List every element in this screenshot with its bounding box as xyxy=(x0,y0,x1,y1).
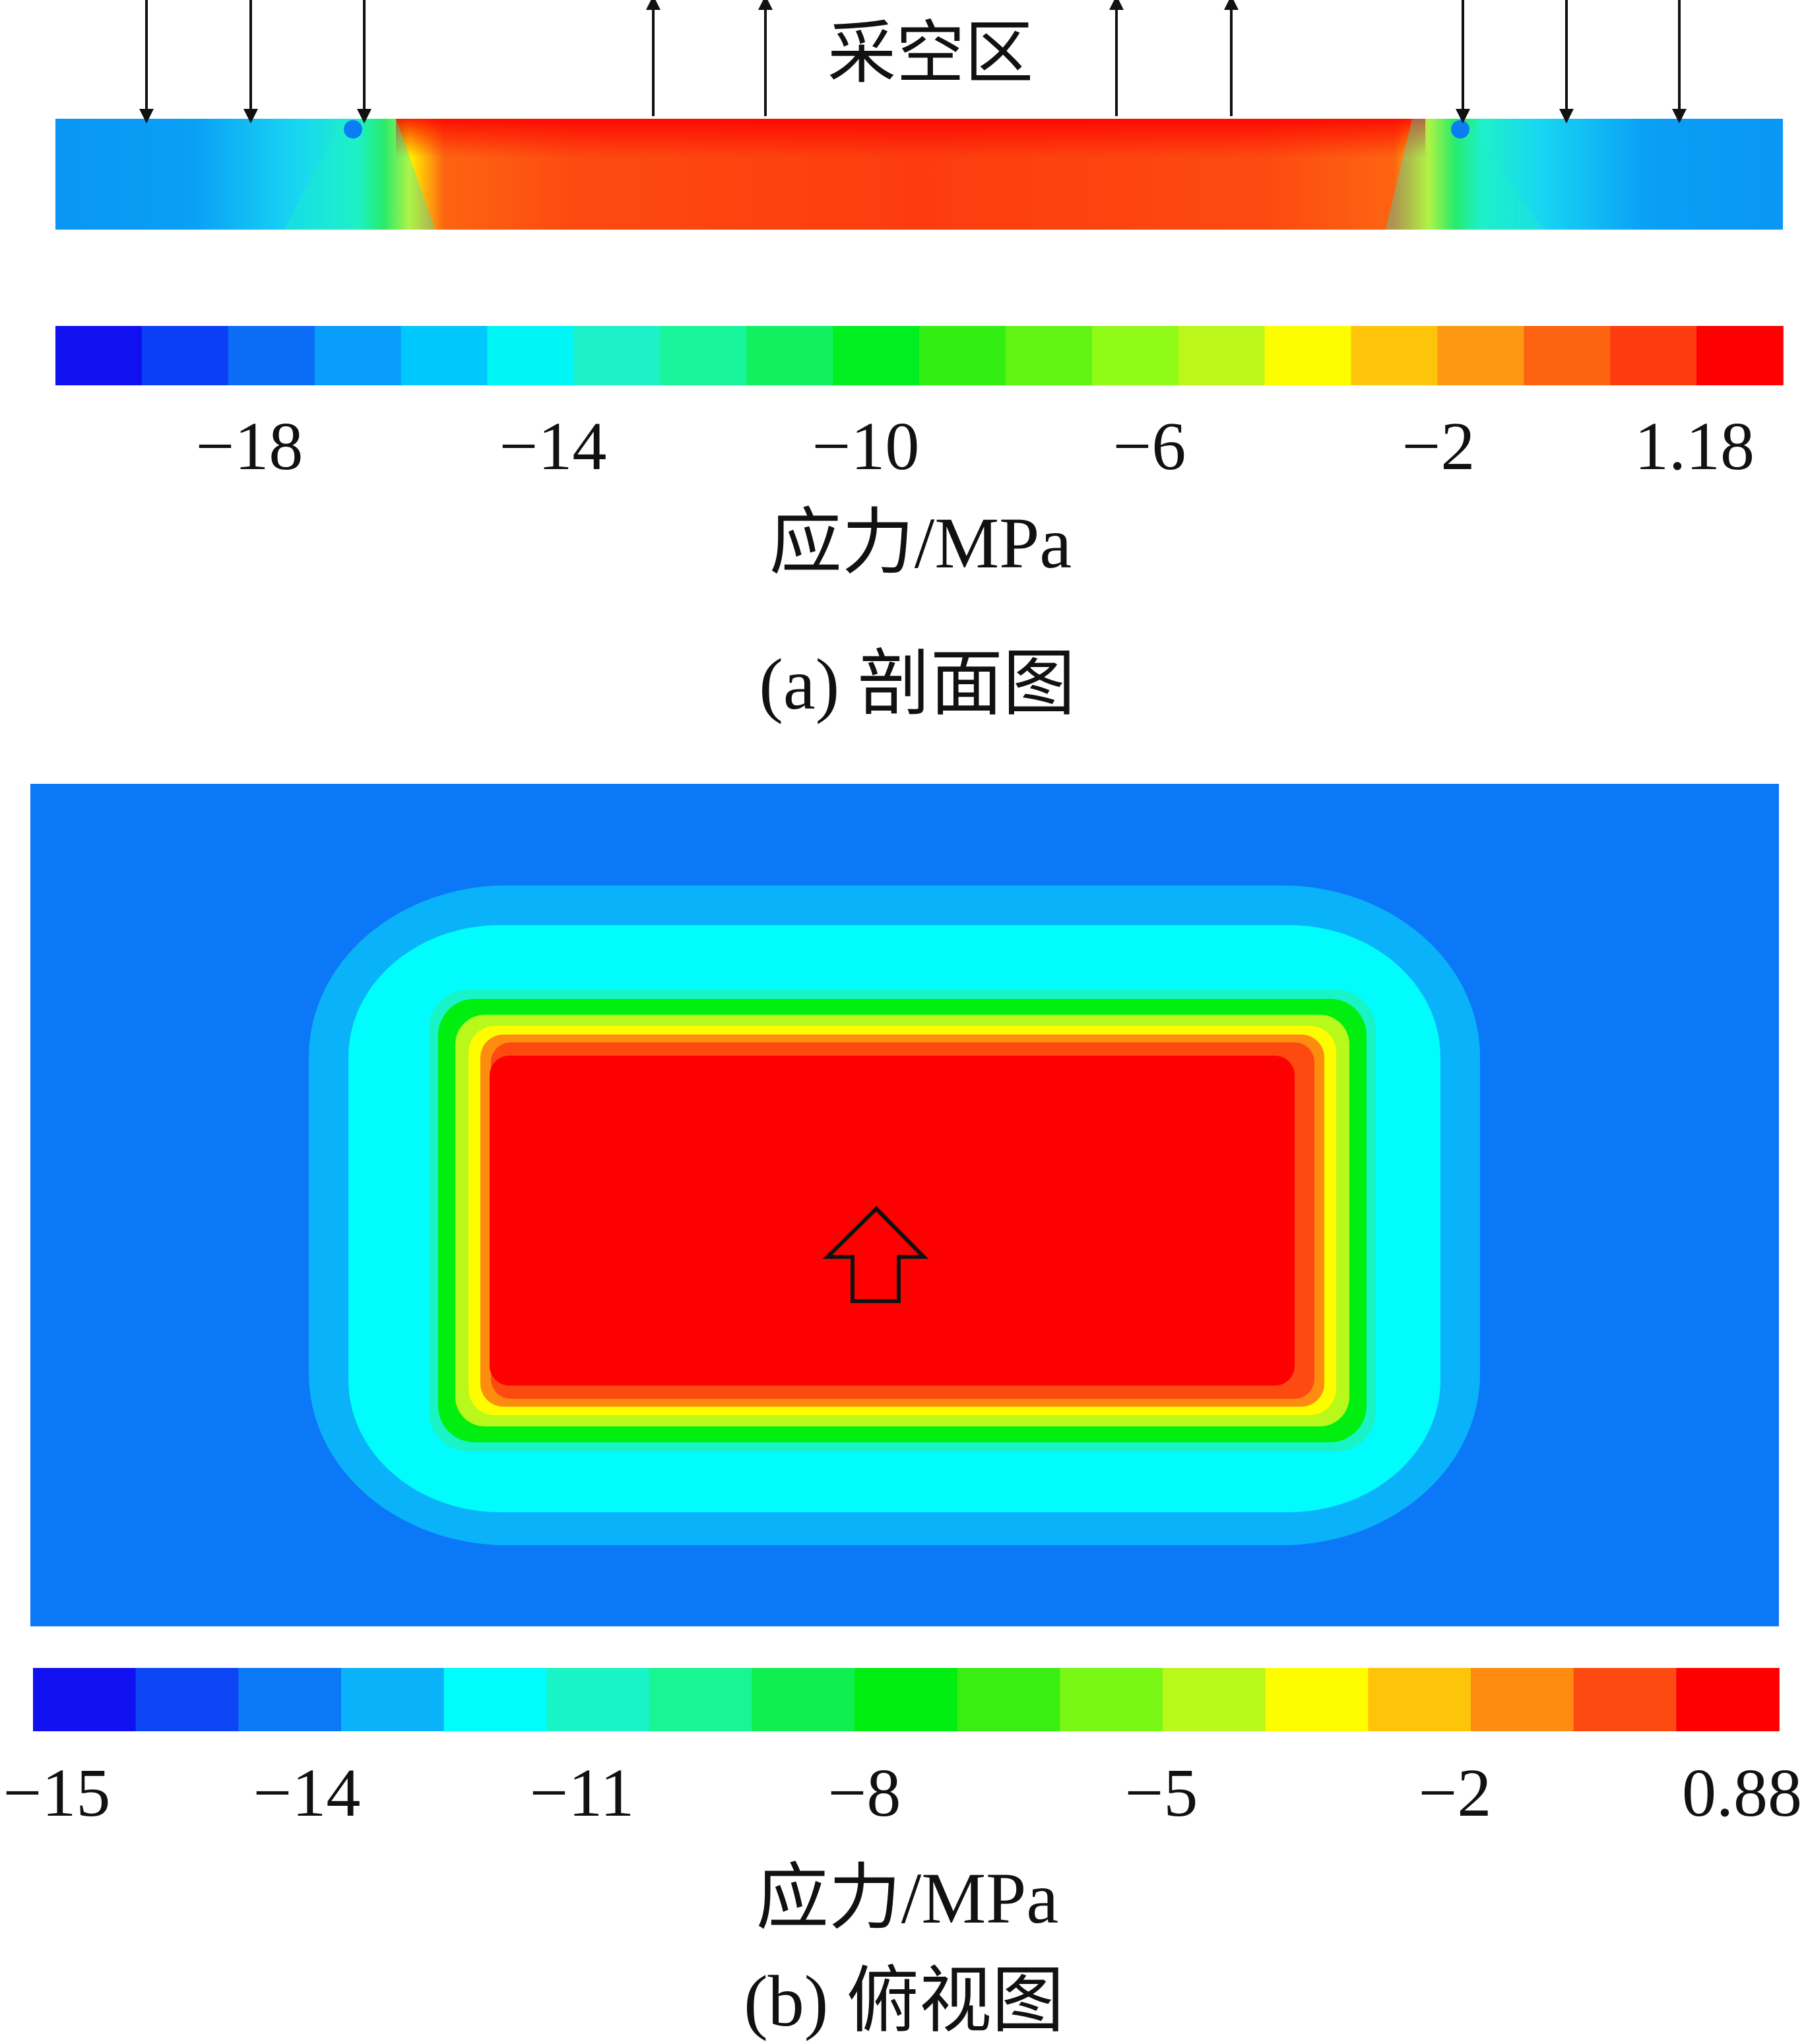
plan-legend-bar xyxy=(33,1668,1780,1731)
section-legend-cell xyxy=(487,326,575,385)
section-contour xyxy=(55,119,1783,230)
section-legend-cell xyxy=(919,326,1006,385)
plan-contour xyxy=(30,784,1779,1626)
section-legend-cell xyxy=(573,326,661,385)
section-tick-label: −10 xyxy=(812,408,920,484)
plan-legend-cell xyxy=(752,1668,855,1731)
section-legend-cell xyxy=(141,326,229,385)
plan-core xyxy=(490,1056,1295,1386)
section-legend-cell xyxy=(55,326,143,385)
section-unit-label: 应力/MPa xyxy=(769,503,1072,583)
plan-legend-cell xyxy=(1471,1668,1574,1731)
section-tick-label: −6 xyxy=(1113,408,1186,484)
section-left-pillar-node xyxy=(344,120,362,139)
plan-legend-cell xyxy=(1573,1668,1677,1731)
section-legend-cell xyxy=(1610,326,1697,385)
section-tick-label: −2 xyxy=(1402,408,1475,484)
plan-legend-cell xyxy=(957,1668,1061,1731)
plan-tick-label: −2 xyxy=(1418,1755,1492,1831)
section-legend-cell xyxy=(1091,326,1179,385)
plan-tick-label: −15 xyxy=(3,1755,111,1831)
plan-legend-cell xyxy=(33,1668,137,1731)
section-legend-cell xyxy=(401,326,488,385)
plan-legend-cell xyxy=(238,1668,342,1731)
section-tick-label: −18 xyxy=(195,408,304,484)
section-tick-label: −14 xyxy=(499,408,607,484)
plan-legend-cell xyxy=(1676,1668,1780,1731)
section-legend-cell xyxy=(228,326,315,385)
plan-legend-cell xyxy=(340,1668,445,1731)
section-legend-cell xyxy=(833,326,920,385)
plan-legend-cell xyxy=(1368,1668,1471,1731)
plan-legend-cell xyxy=(1163,1668,1266,1731)
plan-tick-label: −11 xyxy=(529,1755,635,1831)
section-legend-cell xyxy=(660,326,747,385)
section-legend-cell xyxy=(1351,326,1438,385)
section-caption: (a) 剖面图 xyxy=(759,644,1076,724)
section-tick-label: 1.18 xyxy=(1634,408,1755,484)
section-legend-cell xyxy=(1524,326,1611,385)
plan-tick-label: −5 xyxy=(1124,1755,1198,1831)
plan-unit-label: 应力/MPa xyxy=(756,1858,1059,1938)
section-legend-cell xyxy=(1696,326,1784,385)
plan-legend-cell xyxy=(1265,1668,1369,1731)
plan-tick-label: −14 xyxy=(253,1755,361,1831)
section-left-fan xyxy=(284,119,435,230)
section-right-pillar-node xyxy=(1451,120,1469,139)
section-legend-cell xyxy=(1178,326,1266,385)
plan-tick-label: −8 xyxy=(827,1755,901,1831)
goaf-label: 采空区 xyxy=(827,16,1034,92)
plan-legend-cell xyxy=(443,1668,548,1731)
plan-tick-label: 0.88 xyxy=(1682,1755,1802,1831)
plan-legend-cell xyxy=(135,1668,240,1731)
section-legend-cell xyxy=(314,326,402,385)
plan-legend-cell xyxy=(1060,1668,1163,1731)
section-right-fan xyxy=(1386,119,1544,230)
section-legend-cell xyxy=(746,326,833,385)
plan-legend-cell xyxy=(649,1668,753,1731)
section-legend-cell xyxy=(1437,326,1525,385)
section-load-arrows xyxy=(139,0,1687,123)
plan-legend-cell xyxy=(855,1668,958,1731)
plan-legend-cell xyxy=(546,1668,650,1731)
section-top-highlight xyxy=(396,119,1425,230)
section-legend-bar xyxy=(55,326,1784,385)
section-legend-cell xyxy=(1264,326,1352,385)
plan-uplift-arrow xyxy=(822,1205,929,1303)
section-legend-cell xyxy=(1005,326,1093,385)
plan-caption: (b) 俯视图 xyxy=(744,1961,1064,2041)
